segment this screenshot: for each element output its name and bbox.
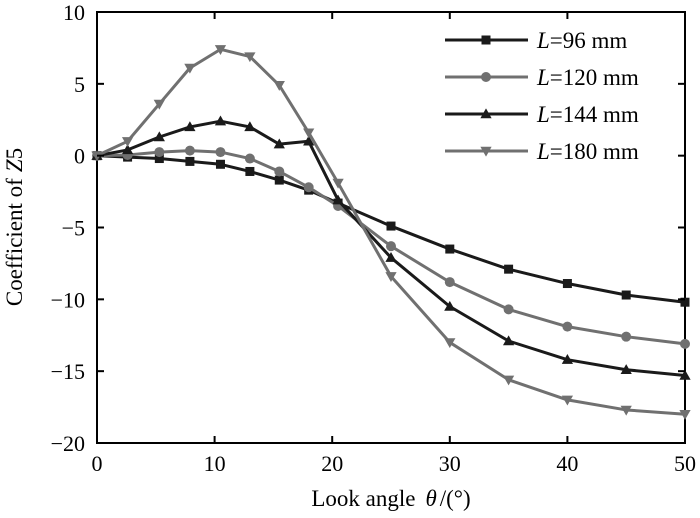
legend-item: L=180 mm (445, 139, 639, 164)
data-point-triangle-up (444, 300, 456, 311)
data-point-circle (503, 304, 514, 315)
data-point-triangle-down (444, 338, 456, 349)
data-point-triangle-up (502, 335, 515, 346)
series-layer (91, 45, 691, 420)
data-point-square (274, 175, 284, 185)
x-tick-label: 10 (204, 451, 226, 476)
data-point-square (504, 264, 514, 274)
data-point-circle (244, 153, 255, 164)
data-point-triangle-down (244, 52, 256, 63)
data-point-triangle-up (214, 115, 227, 126)
data-point-square (215, 159, 225, 169)
data-point-circle (481, 72, 491, 82)
data-point-triangle-up (244, 121, 256, 132)
y-tick-label: 5 (74, 72, 85, 97)
x-tick-label: 30 (439, 451, 461, 476)
y-tick-label: 10 (63, 0, 85, 25)
data-point-triangle-down (679, 410, 691, 420)
data-point-square (562, 279, 572, 289)
data-point-triangle-down (184, 63, 196, 74)
data-point-triangle-down (620, 405, 632, 416)
data-point-circle (274, 166, 285, 177)
data-point-triangle-up (332, 194, 344, 205)
data-point-triangle-down (273, 81, 285, 91)
data-point-circle (621, 331, 632, 342)
data-point-circle (444, 277, 455, 288)
data-point-circle (386, 241, 396, 252)
data-point-triangle-down (214, 45, 227, 55)
series-3 (91, 115, 691, 380)
data-point-triangle-down (480, 146, 492, 157)
data-point-triangle-down (502, 375, 515, 386)
y-tick-label: −15 (51, 359, 85, 384)
y-tick-label: 0 (74, 144, 85, 169)
data-point-triangle-up (184, 121, 196, 132)
data-point-square (386, 221, 396, 231)
x-tick-label: 50 (674, 451, 696, 476)
data-point-triangle-down (153, 99, 165, 110)
data-point-circle (303, 182, 314, 193)
data-point-triangle-down (561, 395, 574, 406)
data-point-circle (562, 321, 573, 332)
legend-item: L=144 mm (445, 102, 639, 127)
data-point-triangle-up (385, 252, 397, 262)
data-point-circle (215, 147, 226, 158)
data-point-triangle-up (153, 131, 165, 142)
data-point-triangle-up (303, 135, 315, 146)
data-point-circle (154, 147, 165, 158)
y-axis-label: Coefficient ofZ5 (2, 148, 27, 306)
legend-label: L=96 mm (536, 28, 627, 53)
legend-item: L=120 mm (445, 65, 639, 90)
data-point-square (185, 156, 195, 166)
data-point-triangle-down (121, 137, 134, 147)
legend-label: L=120 mm (536, 65, 639, 90)
data-point-triangle-up (273, 138, 285, 149)
data-point-circle (184, 145, 195, 156)
data-point-circle (680, 338, 690, 349)
legend-item: L=96 mm (445, 28, 627, 53)
data-point-square (680, 297, 690, 307)
data-point-triangle-down (332, 178, 344, 189)
legend-label: L=144 mm (536, 102, 639, 127)
data-point-triangle-up (679, 369, 691, 380)
y-tick-label: −10 (51, 287, 85, 312)
data-point-triangle-down (385, 272, 397, 282)
data-point-triangle-up (561, 354, 574, 364)
legend: L=96 mm L=120 mm L=144 mm L=180 mm (445, 28, 639, 164)
data-point-triangle-up (620, 364, 632, 374)
data-point-square (154, 154, 164, 164)
data-point-square (481, 35, 491, 45)
x-axis-label: Look angle θ/(°) (311, 486, 470, 511)
data-point-triangle-up (480, 108, 492, 119)
x-tick-label: 40 (556, 451, 578, 476)
series-2 (92, 145, 690, 349)
data-point-square (245, 166, 255, 176)
x-tick-label: 0 (92, 451, 103, 476)
data-point-square (445, 244, 455, 254)
y-tick-label: −20 (51, 431, 85, 456)
x-tick-label: 20 (321, 451, 343, 476)
legend-label: L=180 mm (536, 139, 639, 164)
data-point-triangle-up (121, 144, 134, 155)
series-1 (92, 151, 690, 307)
data-point-triangle-down (303, 128, 315, 139)
data-point-square (621, 290, 631, 300)
y-tick-label: −5 (62, 216, 85, 241)
